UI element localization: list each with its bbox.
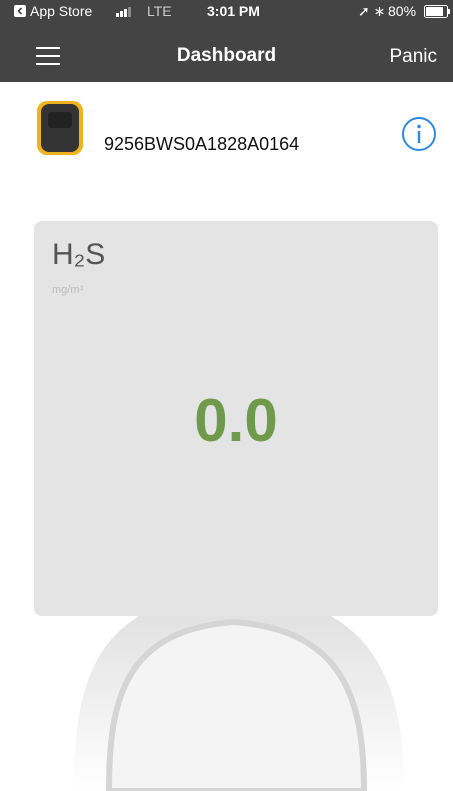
location-bt-icons: ➚ ∗ xyxy=(358,3,385,20)
network: LTE xyxy=(147,3,172,19)
time: 3:01 PM xyxy=(207,3,260,19)
info-button[interactable] xyxy=(400,115,438,153)
page: {"status_bar": {"back_app": "App Store",… xyxy=(0,0,453,791)
gas-name: H₂S xyxy=(52,238,105,272)
battery-icon xyxy=(424,5,451,18)
signal-icon xyxy=(116,6,136,17)
gas-reading: 0.0 xyxy=(34,386,438,455)
device-serial[interactable]: 9256BWS0A1828A0164 xyxy=(104,134,299,155)
nav-title: Dashboard xyxy=(0,45,453,67)
app-screen: App Store LTE 3:01 PM ➚ ∗ 80% Dashboard … xyxy=(0,0,453,791)
battery-percent: 80% xyxy=(388,3,416,19)
panic-button[interactable]: Panic xyxy=(389,46,437,68)
device-thumbnail xyxy=(36,100,84,156)
back-icon[interactable] xyxy=(14,5,26,17)
back-app[interactable]: App Store xyxy=(30,3,92,19)
gas-unit: mg/m³ xyxy=(52,284,83,296)
